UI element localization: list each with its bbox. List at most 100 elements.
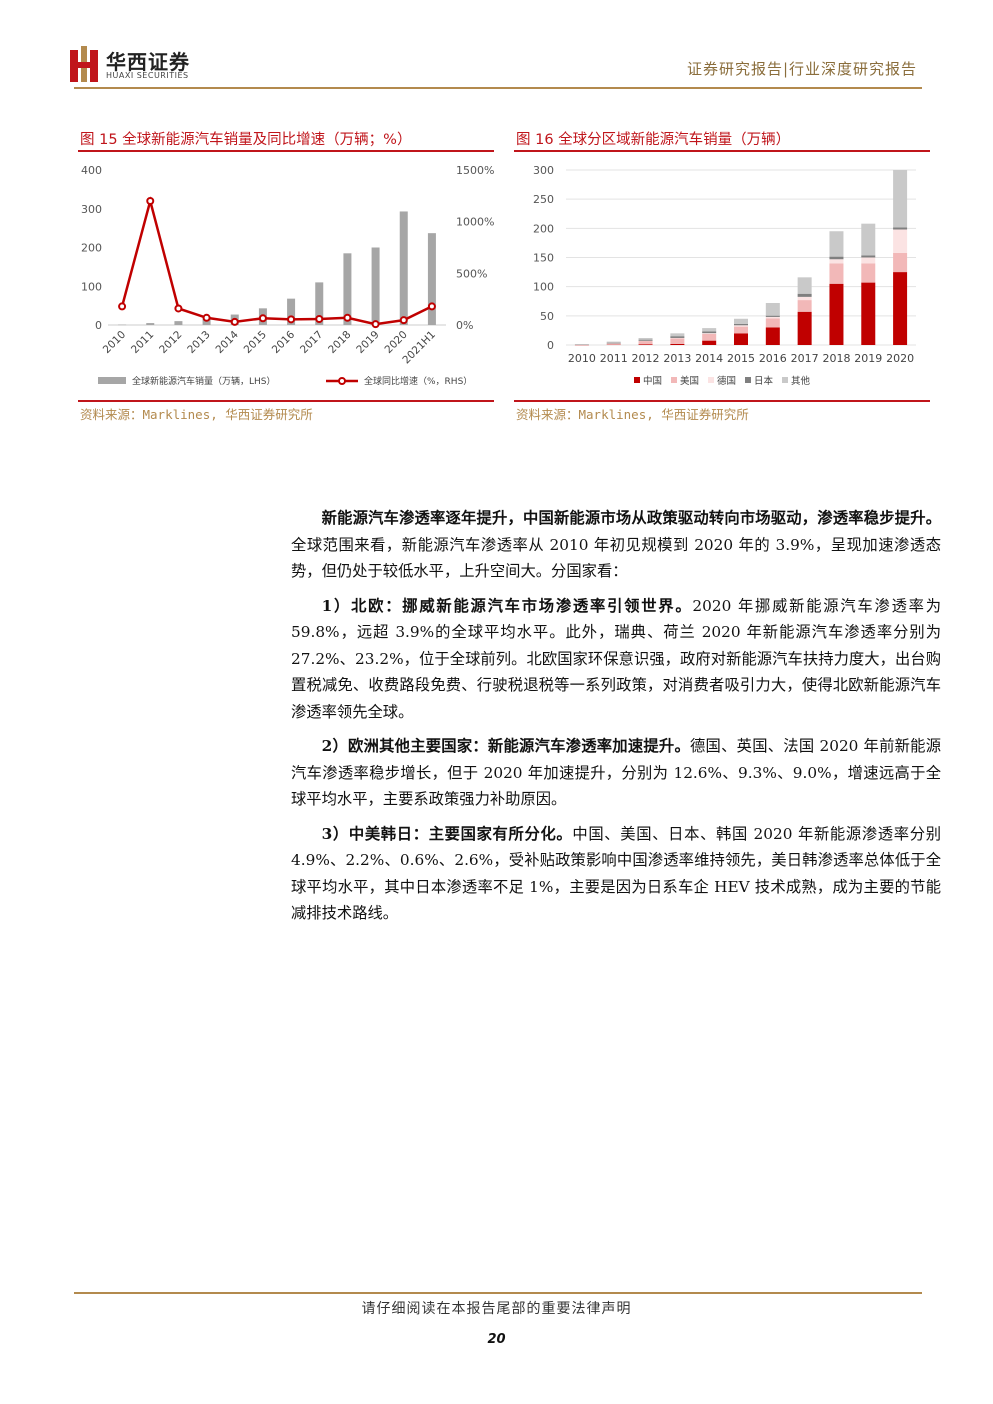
y-left-tick-label: 0 bbox=[95, 319, 102, 332]
stacked-segment bbox=[893, 170, 908, 228]
page-number: 20 bbox=[487, 1332, 506, 1347]
legend-line-marker bbox=[338, 377, 346, 385]
legend-label: 德国 bbox=[717, 375, 736, 387]
stacked-segment bbox=[638, 339, 653, 341]
growth-point bbox=[315, 315, 324, 324]
legend-swatch bbox=[708, 377, 714, 383]
stacked-segment bbox=[797, 296, 812, 301]
y-tick-label: 200 bbox=[533, 222, 554, 235]
stacked-segment bbox=[670, 333, 685, 337]
y-tick-label: 100 bbox=[533, 281, 554, 294]
x-tick-label: 2011 bbox=[600, 352, 628, 365]
fig16-title: 图 16 全球分区域新能源汽车销量（万辆） bbox=[516, 132, 791, 148]
stacked-segment bbox=[734, 333, 748, 345]
x-tick-label: 2014 bbox=[213, 328, 241, 356]
x-tick-label: 2020 bbox=[886, 352, 914, 365]
paragraph-3-lead: 2）欧洲其他主要国家：新能源汽车渗透率加速提升。 bbox=[321, 737, 691, 755]
fig16-chart: 0 50 100 150 200 250 300 2010 2011 2012 2013 2014 20… bbox=[533, 164, 916, 387]
growth-point bbox=[118, 302, 127, 311]
x-tick-label: 2014 bbox=[695, 352, 723, 365]
x-tick-label: 2016 bbox=[270, 328, 298, 356]
fig16-bottom-rule bbox=[514, 400, 930, 402]
x-tick-label: 2012 bbox=[157, 329, 184, 356]
legend-bar-label: 全球新能源汽车销量（万辆，LHS） bbox=[132, 375, 276, 387]
stacked-segment bbox=[638, 338, 653, 340]
stacked-segment bbox=[829, 231, 844, 257]
stacked-segment bbox=[702, 340, 717, 345]
growth-point bbox=[146, 197, 155, 205]
stacked-segment bbox=[638, 341, 653, 345]
stacked-segment bbox=[893, 229, 908, 253]
stacked-segment bbox=[893, 272, 908, 345]
x-tick-label: 2016 bbox=[759, 352, 787, 365]
fig16-top-rule bbox=[514, 150, 930, 152]
stacked-segment bbox=[893, 252, 908, 273]
x-tick-label: 2013 bbox=[185, 329, 212, 356]
y-right-tick-label: 1500% bbox=[456, 164, 494, 177]
paragraph-2-text: 2020 年挪威新能源汽车渗透率为 59.8%，远超 3.9%的全球平均水平。此… bbox=[291, 596, 941, 721]
stacked-segment bbox=[829, 256, 844, 260]
y-tick-label: 50 bbox=[540, 310, 554, 323]
growth-point bbox=[343, 313, 352, 322]
paragraph-1-lead: 新能源汽车渗透率逐年提升，中国新能源市场从政策驱动转向市场驱动，渗透率稳步提升。 bbox=[321, 509, 941, 527]
fig15-top-rule bbox=[78, 150, 494, 152]
legend-swatch bbox=[782, 377, 788, 383]
fig15-source: 资料来源：Marklines, 华西证券研究所 bbox=[80, 407, 313, 422]
stacked-segment bbox=[861, 223, 876, 256]
y-left-tick-label: 200 bbox=[81, 242, 102, 255]
stacked-segment bbox=[765, 315, 780, 317]
x-tick-label: 2010 bbox=[101, 329, 128, 356]
fig15-bottom-rule bbox=[78, 400, 494, 402]
stacked-segment bbox=[606, 342, 621, 344]
stacked-segment bbox=[829, 259, 844, 264]
x-tick-label: 2015 bbox=[242, 329, 269, 356]
stacked-segment bbox=[797, 300, 812, 312]
logo-text-en: HUAXI SECURITIES bbox=[106, 71, 189, 80]
paragraph-1-text: 全球范围来看，新能源汽车渗透率从 2010 年初见规模到 2020 年的 3.9… bbox=[291, 535, 941, 581]
x-tick-label: 2017 bbox=[298, 329, 325, 356]
bar-sales bbox=[174, 321, 183, 325]
stacked-segment bbox=[861, 263, 876, 283]
legend-label: 日本 bbox=[754, 375, 774, 387]
stacked-segment bbox=[702, 331, 717, 334]
stacked-segment bbox=[765, 327, 780, 345]
bar-sales bbox=[427, 233, 436, 325]
legend-line-label: 全球同比增速（%，RHS） bbox=[364, 375, 472, 387]
bar-sales bbox=[371, 247, 380, 325]
x-tick-label: 2010 bbox=[568, 352, 596, 365]
legend-label: 美国 bbox=[680, 375, 699, 387]
legend-label: 其他 bbox=[791, 375, 811, 387]
stacked-segment bbox=[670, 343, 685, 345]
legend-swatch bbox=[671, 377, 677, 383]
y-right-tick-label: 1000% bbox=[456, 216, 494, 229]
x-tick-label: 2019 bbox=[354, 329, 381, 356]
stacked-segment bbox=[670, 338, 685, 344]
growth-point bbox=[230, 317, 239, 326]
stacked-segment bbox=[829, 263, 844, 284]
y-right-tick-label: 0% bbox=[456, 319, 473, 332]
stacked-segment bbox=[606, 341, 621, 343]
bar-sales bbox=[118, 324, 127, 326]
stacked-segment bbox=[638, 344, 653, 345]
x-tick-label: 2018 bbox=[326, 329, 353, 356]
paragraph-2-lead: 1）北欧：挪威新能源汽车市场渗透率引领世界。 bbox=[321, 596, 693, 615]
stacked-segment bbox=[893, 227, 908, 230]
paragraph-4-lead: 3）中美韩日：主要国家有所分化。 bbox=[321, 824, 573, 843]
stacked-segment bbox=[797, 277, 812, 294]
footer-disclaimer: 请仔细阅读在本报告尾部的重要法律声明 bbox=[361, 1301, 632, 1317]
legend-label: 中国 bbox=[643, 375, 662, 387]
body-text: 新能源汽车渗透率逐年提升，中国新能源市场从政策驱动转向市场驱动，渗透率稳步提升。… bbox=[291, 505, 941, 935]
logo-mark-icon bbox=[70, 46, 98, 82]
stacked-segment bbox=[797, 311, 812, 345]
paragraph-3: 2）欧洲其他主要国家：新能源汽车渗透率加速提升。德国、英国、法国 2020 年前… bbox=[291, 733, 941, 813]
growth-point bbox=[287, 315, 296, 324]
logo-text-cn: 华西证券 bbox=[106, 50, 190, 74]
paragraph-1: 新能源汽车渗透率逐年提升，中国新能源市场从政策驱动转向市场驱动，渗透率稳步提升。… bbox=[291, 505, 941, 585]
bar-sales bbox=[399, 211, 408, 325]
paragraph-3-text: 德国、英国、法国 2020 年前新能源汽车渗透率稳步增长，但于 2020 年加速… bbox=[291, 737, 941, 808]
legend-bar-swatch bbox=[98, 377, 126, 384]
legend-swatch bbox=[634, 377, 640, 383]
paragraph-4-text: 中国、美国、日本、韩国 2020 年新能源渗透率分别 4.9%、2.2%、0.6… bbox=[291, 824, 941, 923]
stacked-segment bbox=[606, 343, 621, 345]
